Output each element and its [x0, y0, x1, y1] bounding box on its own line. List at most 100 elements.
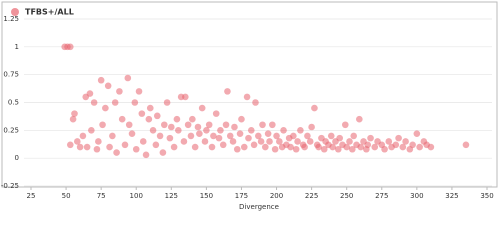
point — [238, 115, 245, 123]
point — [90, 99, 98, 106]
point — [194, 123, 202, 131]
point — [184, 121, 192, 129]
point — [329, 143, 336, 151]
point — [71, 110, 78, 117]
x-tick-label: 300 — [410, 192, 423, 200]
point — [399, 143, 407, 151]
point — [226, 132, 234, 140]
point — [364, 141, 372, 149]
point — [210, 132, 217, 140]
point — [170, 143, 178, 151]
point — [276, 138, 283, 145]
point — [292, 145, 300, 153]
x-tick-label: 25 — [27, 192, 36, 200]
point — [203, 127, 210, 134]
legend-label: TFBS+/ALL — [25, 8, 74, 17]
point — [142, 151, 150, 159]
point — [262, 143, 269, 151]
point — [156, 132, 164, 140]
point — [356, 115, 363, 123]
point — [273, 132, 280, 140]
legend-marker — [11, 8, 19, 16]
point — [138, 110, 146, 117]
point — [290, 132, 297, 140]
x-tick-label: 350 — [480, 192, 493, 200]
y-tick-label: 1 — [15, 43, 19, 51]
point — [106, 143, 113, 151]
point — [135, 88, 143, 95]
point — [306, 138, 314, 145]
point — [297, 127, 304, 134]
point — [160, 121, 168, 129]
point — [254, 132, 262, 140]
point — [243, 93, 251, 101]
point — [350, 132, 358, 140]
point — [381, 145, 388, 153]
point — [231, 123, 238, 131]
point — [66, 43, 74, 51]
point — [301, 143, 308, 151]
point — [182, 93, 189, 101]
x-tick-label: 275 — [375, 192, 388, 200]
point — [88, 127, 95, 134]
point — [217, 127, 224, 134]
point — [173, 115, 181, 123]
y-tick-label: 0.5 — [8, 99, 19, 107]
point — [196, 130, 203, 137]
point — [304, 132, 311, 140]
point — [69, 115, 77, 123]
point — [240, 143, 248, 151]
point — [79, 132, 87, 140]
y-tick-label: -0.25 — [1, 182, 19, 190]
point — [152, 141, 160, 149]
point — [145, 115, 153, 123]
point — [86, 90, 94, 97]
point — [233, 145, 241, 153]
point — [99, 121, 106, 129]
x-tick-label: 225 — [305, 192, 318, 200]
point — [189, 115, 196, 123]
point — [245, 134, 252, 142]
point — [191, 143, 199, 151]
point — [402, 138, 409, 145]
y-tick-label: 0.25 — [3, 126, 19, 134]
point — [212, 110, 220, 117]
point — [346, 138, 353, 145]
point — [166, 134, 174, 142]
point — [198, 104, 206, 112]
point — [95, 138, 102, 145]
point — [250, 141, 258, 149]
point — [392, 141, 400, 149]
point — [222, 121, 230, 129]
point — [66, 141, 74, 149]
point — [180, 138, 188, 145]
point — [341, 121, 349, 129]
point — [208, 143, 216, 151]
point — [462, 141, 470, 149]
chart: Divergence -0.25 0 0.25 0.5 0.75 1 1.25 25 50 75 1… — [1, 1, 498, 211]
point — [336, 134, 343, 142]
point — [395, 134, 402, 142]
y-tick-label: 1.25 — [3, 15, 19, 23]
point — [264, 130, 272, 137]
frame — [1, 1, 498, 188]
x-tick-label: 50 — [62, 192, 71, 200]
point — [121, 141, 129, 149]
point — [294, 138, 301, 145]
x-axis-label: Divergence — [239, 203, 279, 211]
point — [201, 138, 209, 145]
point — [247, 127, 255, 134]
point — [215, 134, 223, 142]
y-tick-label: 0 — [15, 154, 19, 162]
point — [287, 143, 294, 151]
x-tick-label: 100 — [130, 192, 143, 200]
point — [118, 115, 126, 123]
point — [93, 145, 101, 153]
point — [343, 143, 350, 151]
point — [367, 134, 374, 142]
x-tick-label: 175 — [235, 192, 248, 200]
point — [315, 143, 322, 151]
point — [146, 104, 154, 112]
point — [413, 130, 421, 137]
point — [416, 143, 423, 151]
